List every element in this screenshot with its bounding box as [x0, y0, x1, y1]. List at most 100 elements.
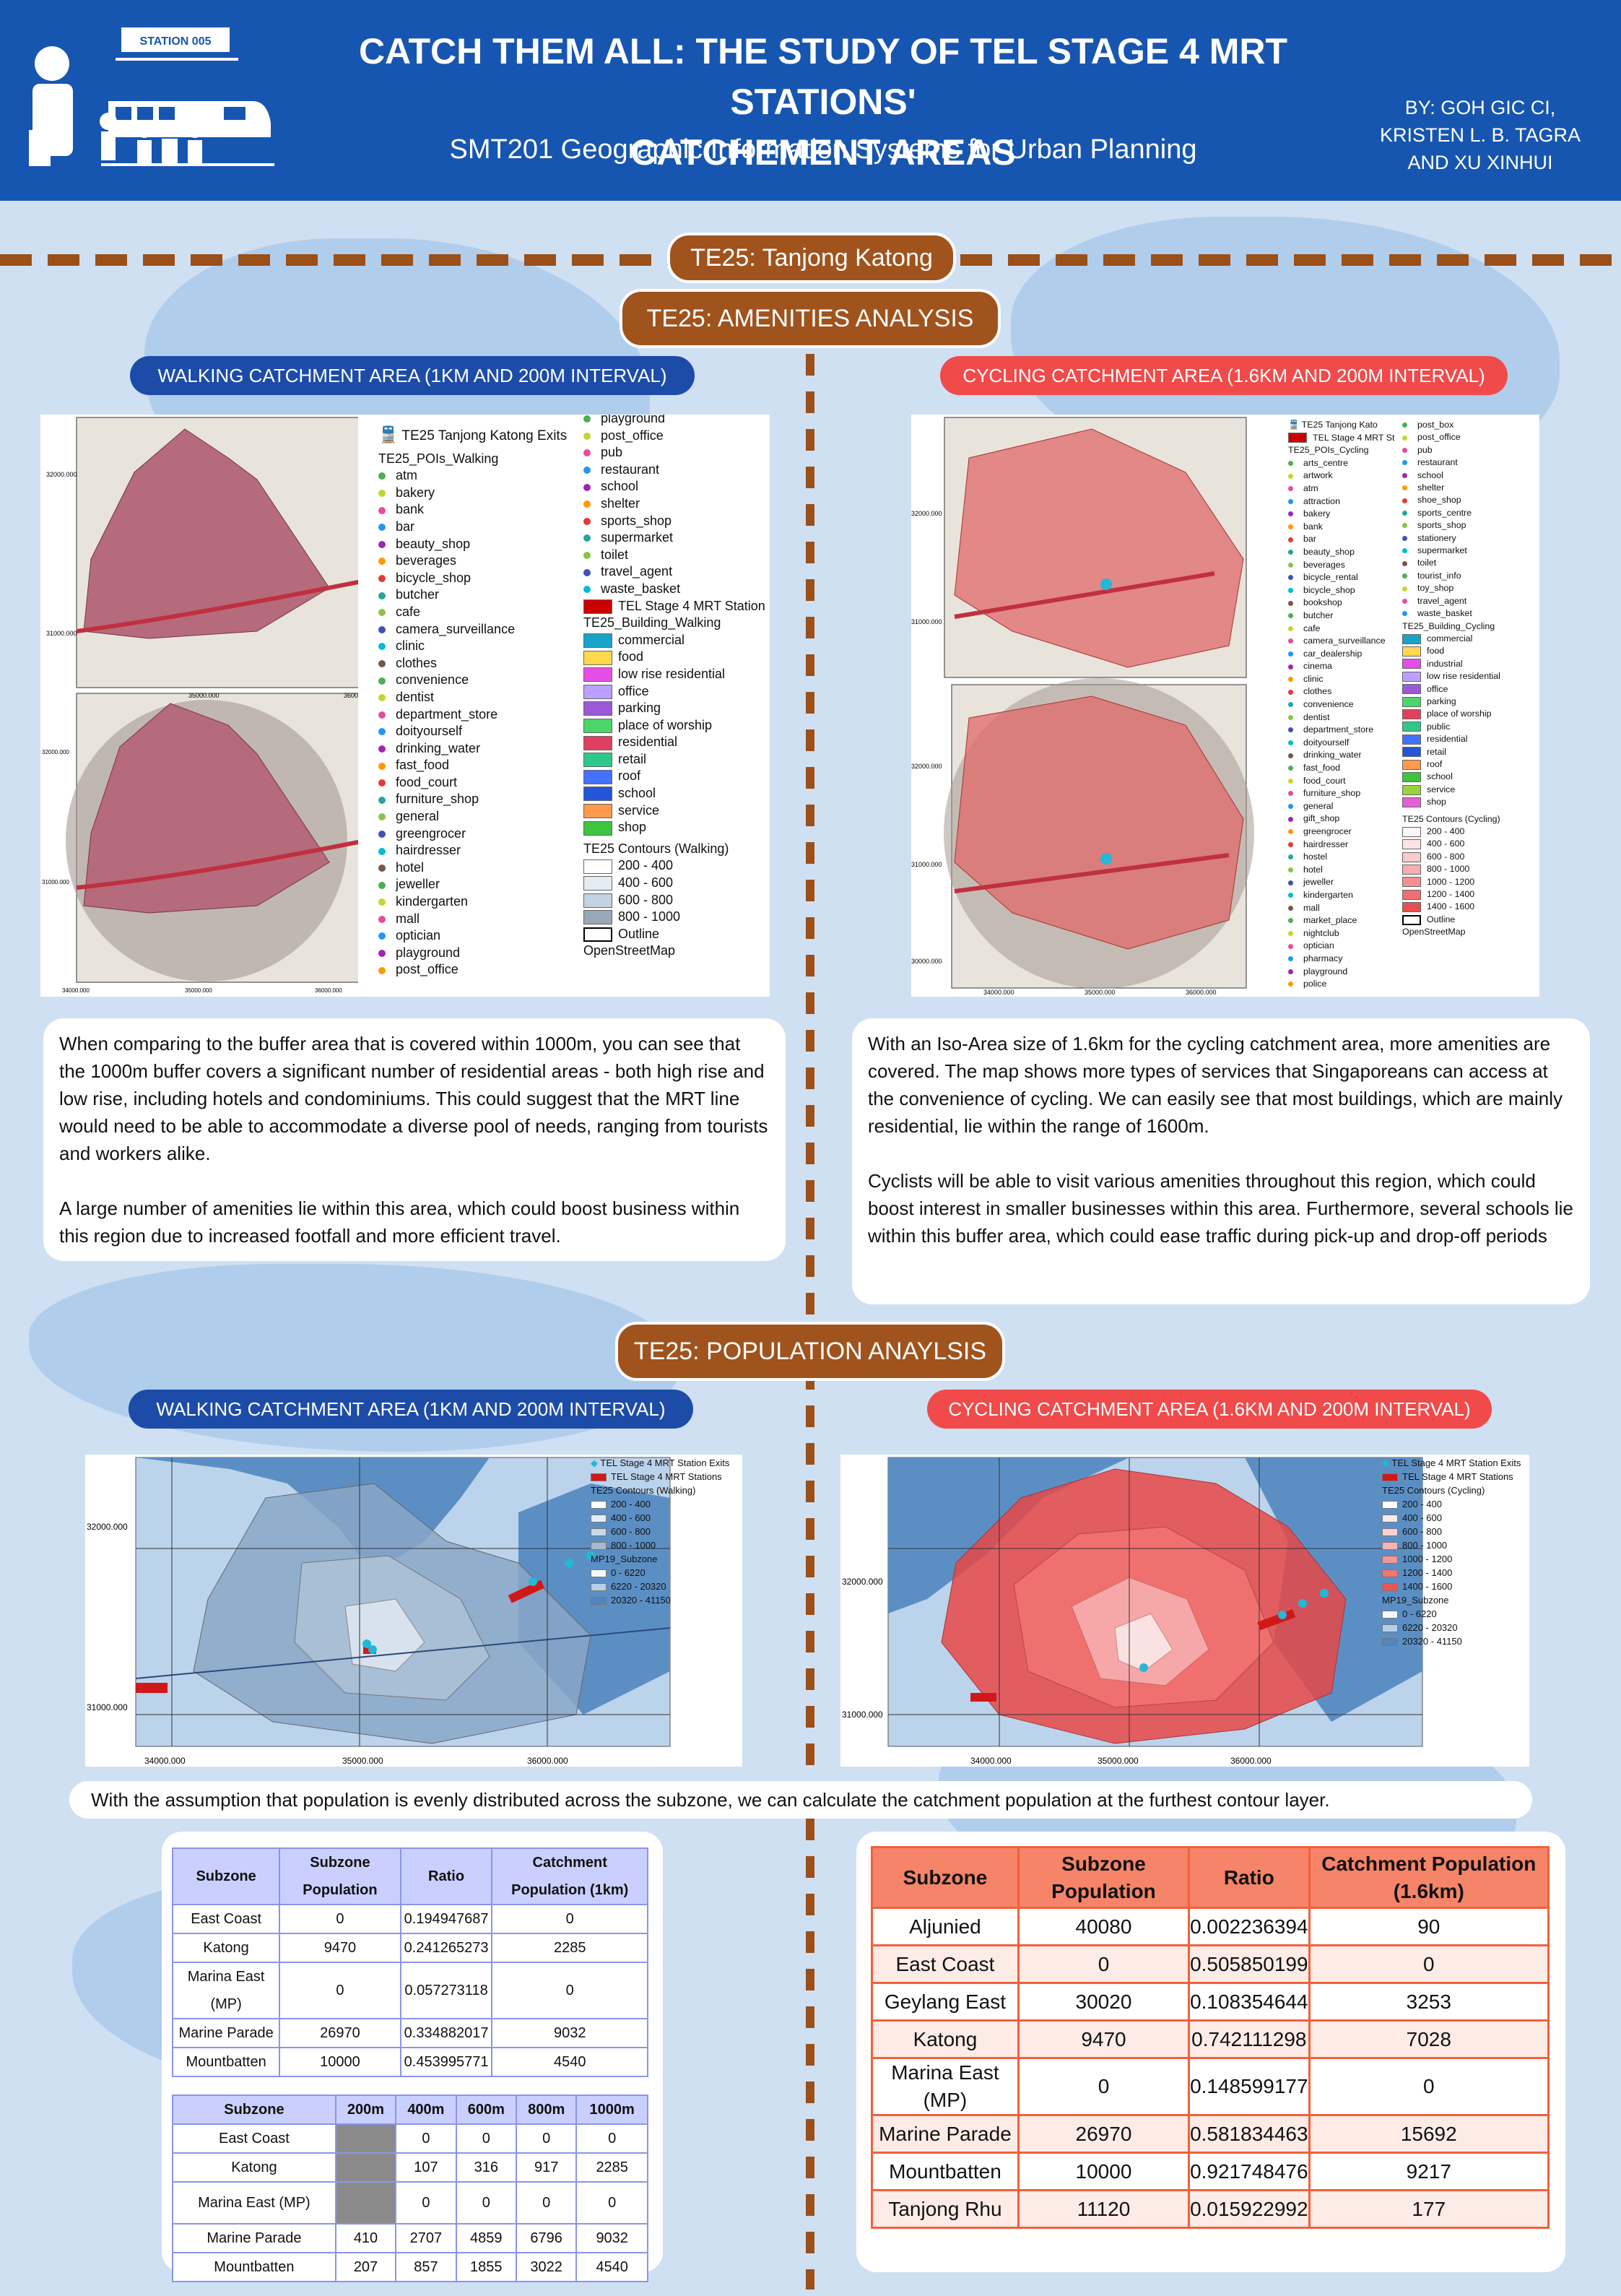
legend-dot-icon [1288, 689, 1293, 695]
table-row: Marina East (MP) 0 0.148599177 0 [871, 2057, 1550, 2116]
table-cell: 917 [515, 2152, 578, 2183]
legend-dot-icon [1402, 460, 1407, 466]
table-cell: East Coast [172, 2123, 336, 2154]
legend-item: atm [378, 467, 567, 485]
legend-dot-icon [1288, 486, 1293, 492]
table-cell: Marina East (MP) [871, 2057, 1020, 2116]
legend-dot-icon [378, 745, 386, 753]
table-header-cell: Ratio [399, 1847, 493, 1905]
legend-label: gift_shop [1303, 813, 1340, 824]
table-row: Katong 9470 0.241265273 2285 [171, 1933, 648, 1963]
legend-swatch [1402, 722, 1421, 732]
legend-item: playground [1288, 966, 1394, 979]
table-cell: 26970 [279, 2018, 401, 2048]
legend-label: dentist [1303, 711, 1330, 722]
table-header-row: Subzone Subzone Population Ratio Catchment … [871, 1846, 1550, 1909]
legend-item: roof [583, 768, 765, 785]
legend-item: toilet [1402, 557, 1500, 569]
legend-label: bar [1303, 534, 1316, 545]
legend-item: TEL Stage 4 MRT Stations [591, 1470, 729, 1483]
legend-title: TE25 Contours (Walking) [591, 1485, 696, 1496]
legend-label: department_store [1303, 724, 1374, 735]
legend-item: shop [583, 819, 765, 836]
legend-item: low rise residential [1402, 670, 1500, 683]
legend-label: doityourself [1303, 737, 1350, 748]
legend-item: roof [1402, 758, 1500, 771]
legend-dot-icon [1288, 816, 1293, 822]
legend-label: hotel [396, 859, 425, 875]
legend-label: post_office [1417, 432, 1461, 443]
legend-item: commercial [1402, 633, 1500, 645]
legend-item: restaurant [1402, 456, 1500, 469]
legend-label: school [618, 786, 656, 801]
legend-label: 6220 - 20320 [1402, 1622, 1458, 1633]
legend-swatch [1402, 696, 1421, 707]
legend-item: pub [1402, 444, 1500, 456]
legend-label: butcher [396, 587, 440, 602]
legend-label: 600 - 800 [618, 892, 674, 907]
legend-swatch [1402, 684, 1421, 695]
legend-item: dentist [378, 689, 567, 706]
legend-dot-icon [1288, 969, 1293, 974]
legend-label: clothes [1303, 686, 1332, 697]
legend-item: arts_centre [1288, 457, 1394, 470]
legend-dot-icon [1402, 523, 1407, 529]
legend-item: OpenStreetMap [1402, 927, 1466, 937]
legend-item: beauty_shop [1288, 546, 1394, 559]
legend-item: greengrocer [1288, 826, 1394, 839]
legend-item: 600 - 800 [1402, 851, 1500, 863]
legend-label: industrial [1427, 658, 1463, 669]
legend-item: cinema [1288, 660, 1394, 673]
legend-label: school [1417, 469, 1443, 480]
legend-dot-icon [378, 592, 386, 599]
legend-item: car_dealership [1288, 648, 1394, 661]
legend-dot-icon [1288, 791, 1293, 797]
legend-label: jeweller [1303, 877, 1334, 888]
table-cell: 0 [395, 2123, 457, 2154]
table-row: Tanjong Rhu 11120 0.015922992 177 [871, 2189, 1550, 2229]
legend-label: travel_agent [601, 564, 673, 579]
table-cell: 0 [1308, 2057, 1550, 2116]
legend-title: MP19_Subzone [591, 1554, 658, 1564]
legend-swatch [591, 1597, 607, 1606]
legend-label: shelter [601, 495, 640, 511]
table-cell: 0.194947687 [399, 1904, 493, 1934]
legend-label: camera_surveillance [396, 621, 516, 636]
table-cell: 10000 [1017, 2152, 1191, 2191]
legend-label: retail [1427, 746, 1446, 757]
legend-dot-icon [583, 534, 591, 542]
legend-label: supermarket [601, 530, 674, 545]
legend-label: residential [1427, 734, 1468, 745]
legend-item: toilet [583, 547, 765, 564]
legend-label: commercial [1427, 633, 1473, 644]
legend-dot-icon [378, 813, 386, 821]
table-cell: 177 [1308, 2189, 1550, 2229]
legend-item: bicycle_shop [1288, 584, 1394, 597]
table-row: East Coast 0 0 0 0 [172, 2123, 648, 2154]
axis-tick: 35000.000 [342, 1756, 383, 1766]
table-cell: 0 [1017, 1944, 1191, 1984]
legend-label: 1200 - 1400 [1402, 1567, 1453, 1578]
axis-tick: 36000.000 [1186, 989, 1217, 996]
legend-item: mall [1288, 902, 1394, 915]
table-cell: 0 [515, 2123, 578, 2154]
legend-swatch [1402, 646, 1421, 657]
legend-item: clothes [378, 655, 567, 672]
legend-label: parking [1427, 696, 1456, 706]
axis-tick: 32000.000 [46, 471, 77, 478]
legend-item: clothes [1288, 685, 1394, 698]
legend-item: 1200 - 1400 [1402, 888, 1500, 901]
legend-swatch [1402, 839, 1421, 850]
legend-item: bank [378, 501, 567, 519]
legend-item: food [1402, 645, 1500, 657]
legend-dot-icon [378, 865, 386, 872]
legend-label: 600 - 800 [611, 1526, 651, 1537]
table-cell: 4859 [455, 2223, 517, 2253]
legend-item: drinking_water [378, 740, 567, 758]
legend-label: beauty_shop [1303, 546, 1355, 557]
legend-item: 400 - 600 [1382, 1511, 1521, 1525]
header-banner: STATION 005 CATCH THEM ALL: THE STUDY OF… [0, 0, 1621, 201]
walking-pop-legend: ◆ TEL Stage 4 MRT Station Exits TEL Stag… [591, 1456, 729, 1607]
legend-swatch [583, 684, 612, 699]
legend-dot-icon [1288, 956, 1293, 962]
